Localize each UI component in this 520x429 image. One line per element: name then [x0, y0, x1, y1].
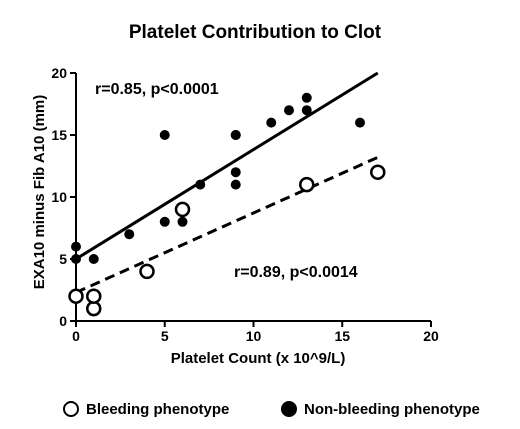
- x-tick-label: 20: [423, 328, 439, 344]
- legend: Bleeding phenotype Non-bleeding phenotyp…: [63, 401, 480, 418]
- point-non-bleeding: [230, 130, 241, 140]
- point-non-bleeding: [266, 117, 277, 128]
- point-non-bleeding: [301, 105, 312, 116]
- legend-marker-non-bleeding: [281, 401, 297, 417]
- point-non-bleeding: [159, 130, 170, 140]
- point-non-bleeding: [355, 117, 365, 128]
- y-tick-label: 5: [59, 251, 67, 267]
- point-non-bleeding: [301, 92, 312, 103]
- annotation-non-bleeding: r=0.85, p<0.0001: [95, 81, 219, 98]
- point-non-bleeding: [230, 167, 241, 178]
- point-non-bleeding: [177, 216, 188, 227]
- point-non-bleeding: [284, 105, 294, 116]
- point-non-bleeding: [124, 229, 135, 240]
- x-tick-label: 0: [72, 328, 80, 344]
- point-bleeding: [86, 300, 102, 317]
- point-non-bleeding: [159, 216, 170, 227]
- x-tick-label: 15: [334, 328, 350, 344]
- fit-line-non-bleeding: [75, 71, 379, 261]
- point-non-bleeding: [71, 241, 81, 252]
- x-tick-label: 5: [161, 328, 169, 344]
- point-bleeding: [299, 176, 315, 193]
- y-tick-label: 10: [51, 189, 67, 205]
- chart-title: Platelet Contribution to Clot: [129, 22, 382, 43]
- point-non-bleeding: [88, 254, 99, 264]
- point-bleeding: [370, 164, 386, 180]
- y-axis-label: EXA10 minus Fib A10 (mm): [31, 95, 48, 290]
- annotation-bleeding: r=0.89, p<0.0014: [234, 264, 358, 281]
- point-non-bleeding: [230, 179, 241, 190]
- legend-marker-bleeding: [63, 401, 79, 417]
- point-bleeding: [174, 201, 191, 218]
- legend-label-non-bleeding: Non-bleeding phenotype: [304, 401, 480, 418]
- point-bleeding: [139, 263, 155, 280]
- point-non-bleeding: [71, 254, 81, 264]
- point-non-bleeding: [195, 179, 206, 190]
- y-tick-label: 20: [51, 65, 67, 81]
- point-bleeding: [68, 288, 84, 304]
- x-axis-label: Platelet Count (x 10^9/L): [171, 350, 346, 367]
- y-tick-label: 0: [59, 313, 67, 329]
- x-tick-label: 10: [246, 328, 262, 344]
- fit-line-bleeding: [75, 155, 379, 294]
- y-tick-label: 15: [51, 127, 67, 143]
- legend-label-bleeding: Bleeding phenotype: [86, 401, 229, 418]
- point-bleeding: [86, 288, 102, 304]
